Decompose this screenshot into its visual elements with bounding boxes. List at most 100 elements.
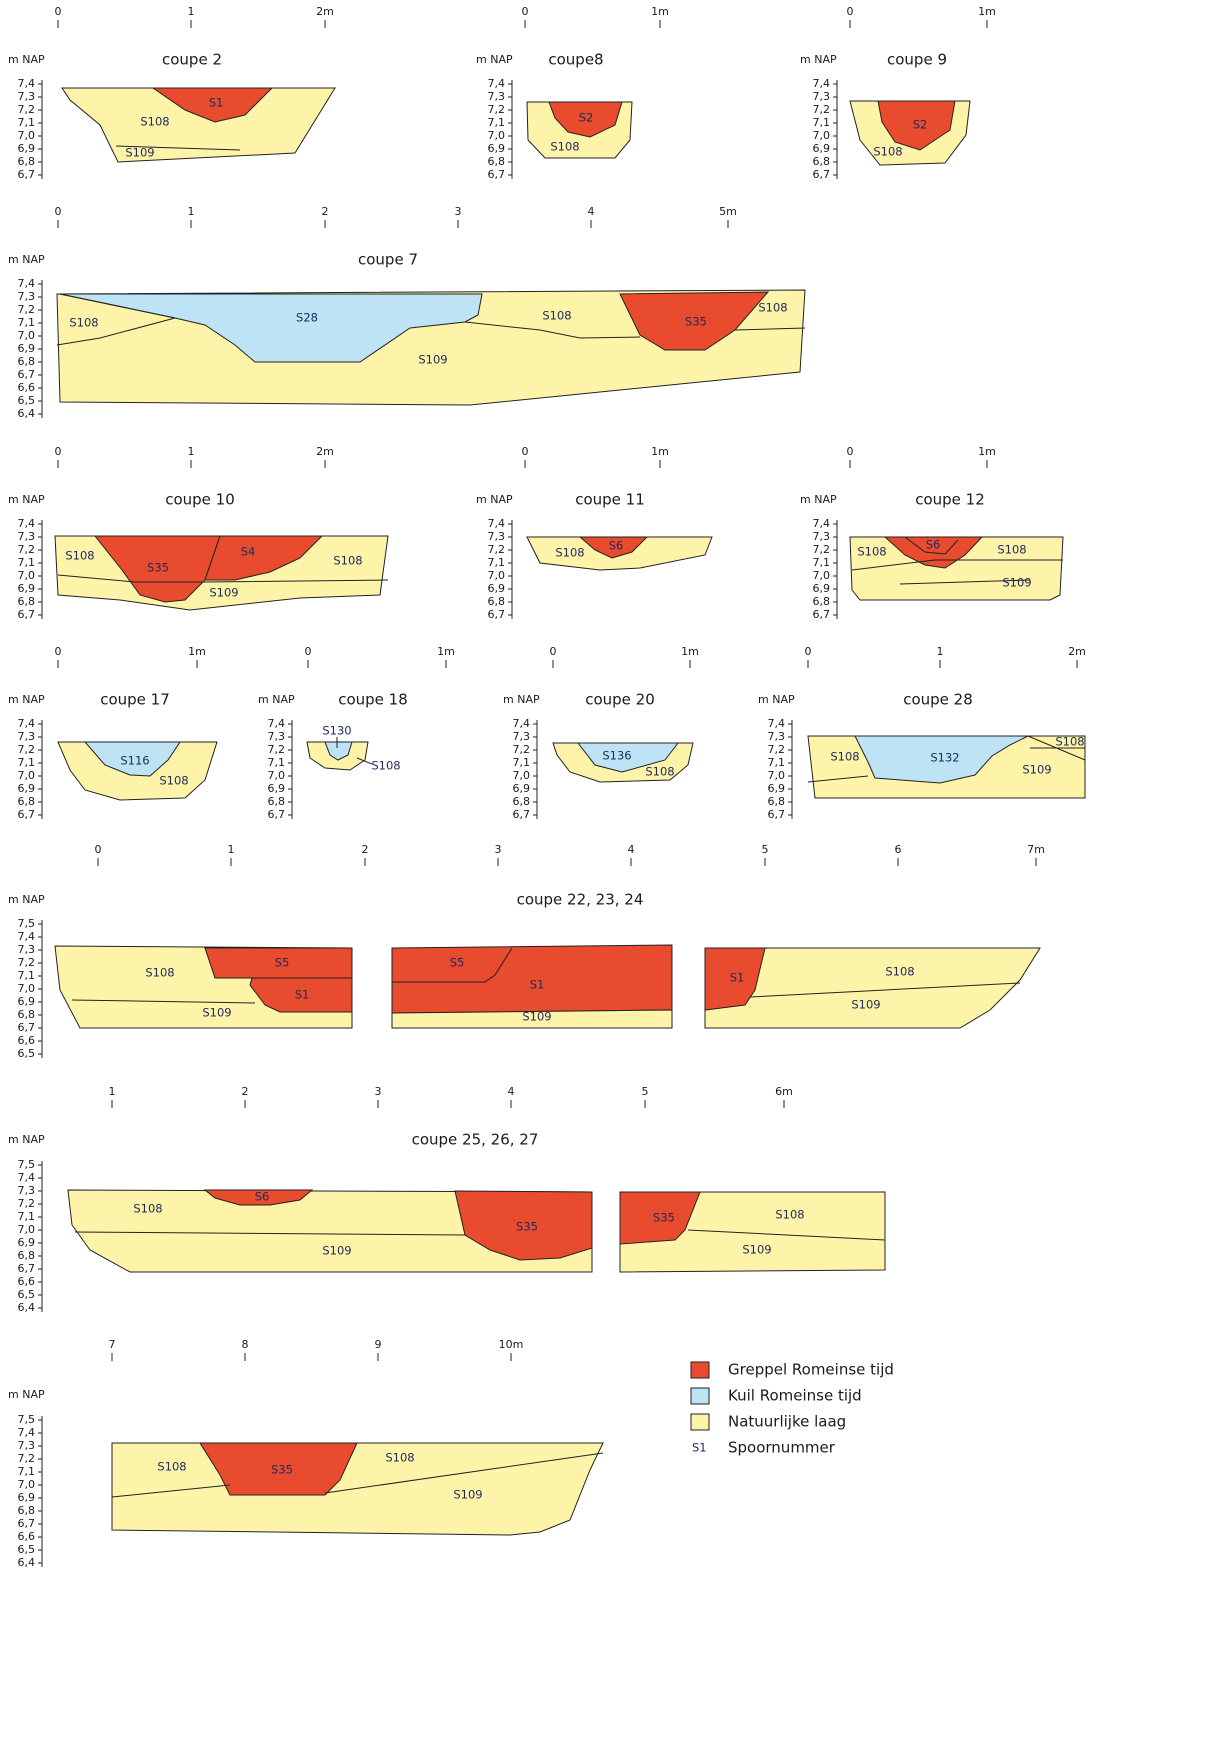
y-tick-label: 7,0 [18,982,36,995]
y-tick-label: 7,1 [18,116,36,129]
feature-label: S5 [275,956,290,970]
y-tick-label: 6,7 [268,808,286,821]
y-tick-label: 6,8 [768,795,786,808]
y-tick-label: 7,5 [18,917,36,930]
scale-label: 5 [762,843,769,856]
feature-label: S6 [926,538,941,552]
scale-label: 1m [651,5,669,18]
y-tick-label: 7,0 [18,329,36,342]
y-tick-label: 6,5 [18,394,36,407]
y-tick-label: 7,4 [18,930,36,943]
scale-label: 0 [805,645,812,658]
y-label: m NAP [8,693,45,706]
scale-label: 0 [847,445,854,458]
scale-label: 2m [316,445,334,458]
y-tick-label: 6,7 [768,808,786,821]
y-tick-label: 7,3 [813,530,831,543]
y-tick-label: 6,8 [488,155,506,168]
y-tick-label: 6,7 [488,168,506,181]
section: S108S35S4S108S109012mm NAPcoupe 107,47,3… [8,445,388,621]
y-tick-label: 7,5 [18,1413,36,1426]
scale-label: 2m [316,5,334,18]
scale-label: 0 [55,445,62,458]
feature-label: S108 [857,545,886,559]
y-tick-label: 7,1 [18,1465,36,1478]
feature-label: S28 [296,311,318,325]
scale-label: 1 [188,5,195,18]
feature-label: S108 [145,966,174,980]
y-tick-label: 6,7 [18,368,36,381]
y-tick-label: 7,1 [18,969,36,982]
scale-label: 2m [1068,645,1086,658]
section-title: coupe 18 [338,691,408,709]
scale-label: 7 [109,1338,116,1351]
y-tick-label: 6,8 [18,1008,36,1021]
section-title: coupe 7 [358,251,418,269]
scale-label: 2 [322,205,329,218]
scale-label: 0 [55,645,62,658]
y-label: m NAP [8,1388,45,1401]
y-tick-label: 6,9 [513,782,531,795]
y-tick-label: 7,0 [18,129,36,142]
y-tick-label: 6,9 [18,1491,36,1504]
y-tick-label: 6,7 [488,608,506,621]
scale-label: 2 [242,1085,249,1098]
page: {"panels": [ {"title": "coupe 2", "y_lab… [0,0,1223,1751]
feature-label: S108 [775,1208,804,1222]
y-tick-label: 6,9 [813,142,831,155]
y-tick-label: 6,4 [18,407,36,420]
y-tick-label: 7,4 [18,1426,36,1439]
y-tick-label: 7,4 [813,517,831,530]
section: S116S10801mm NAPcoupe 177,47,37,27,17,06… [8,645,217,821]
feature-label: S109 [1022,763,1051,777]
section: S108S6S35S109S35S108S109123456mm NAPcoup… [8,1085,885,1314]
y-label: m NAP [800,53,837,66]
section: S2S10801mm NAPcoupe 97,47,37,27,17,06,96… [800,5,996,181]
feature-label: S108 [555,546,584,560]
y-tick-label: 7,3 [488,530,506,543]
section-title: coupe 10 [165,491,235,509]
section-title: coupe 9 [887,51,947,69]
legend-label: Kuil Romeinse tijd [728,1387,862,1405]
y-tick-label: 7,1 [18,756,36,769]
y-tick-label: 7,2 [513,743,531,756]
scale-label: 0 [550,645,557,658]
scale-label: 0 [847,5,854,18]
y-tick-label: 7,3 [18,530,36,543]
y-tick-label: 6,9 [268,782,286,795]
feature-label: S35 [147,561,169,575]
section: S136S10801mm NAPcoupe 207,47,37,27,17,06… [503,645,699,821]
feature-label: S35 [271,1463,293,1477]
section: S2S10801mm NAPcoupe87,47,37,27,17,06,96,… [476,5,669,181]
scale-label: 8 [242,1338,249,1351]
feature-label: S116 [120,754,149,768]
feature-label: S109 [453,1488,482,1502]
scale-label: 1m [978,5,996,18]
scale-label: 10m [499,1338,524,1351]
scale-label: 1m [651,445,669,458]
y-tick-label: 7,4 [268,717,286,730]
y-tick-label: 6,8 [268,795,286,808]
scale-label: 6 [895,843,902,856]
y-label: m NAP [8,893,45,906]
feature-label: S35 [685,315,707,329]
feature-label: S109 [522,1010,551,1024]
y-tick-label: 7,0 [768,769,786,782]
y-tick-label: 7,4 [488,517,506,530]
section: S108S601mm NAPcoupe 117,47,37,27,17,06,9… [476,445,712,621]
y-tick-label: 6,5 [18,1047,36,1060]
y-tick-label: 7,3 [768,730,786,743]
feature-label: S109 [209,586,238,600]
scale-label: 1 [109,1085,116,1098]
y-tick-label: 7,2 [18,1197,36,1210]
y-tick-label: 6,5 [18,1288,36,1301]
y-label: m NAP [758,693,795,706]
y-label: m NAP [8,253,45,266]
y-tick-label: 6,7 [18,168,36,181]
y-tick-label: 6,7 [813,168,831,181]
section: S108S6S108S10901mm NAPcoupe 127,47,37,27… [800,445,1063,621]
y-label: m NAP [503,693,540,706]
feature-label: S108 [371,759,400,773]
legend-label: Spoornummer [728,1439,836,1457]
